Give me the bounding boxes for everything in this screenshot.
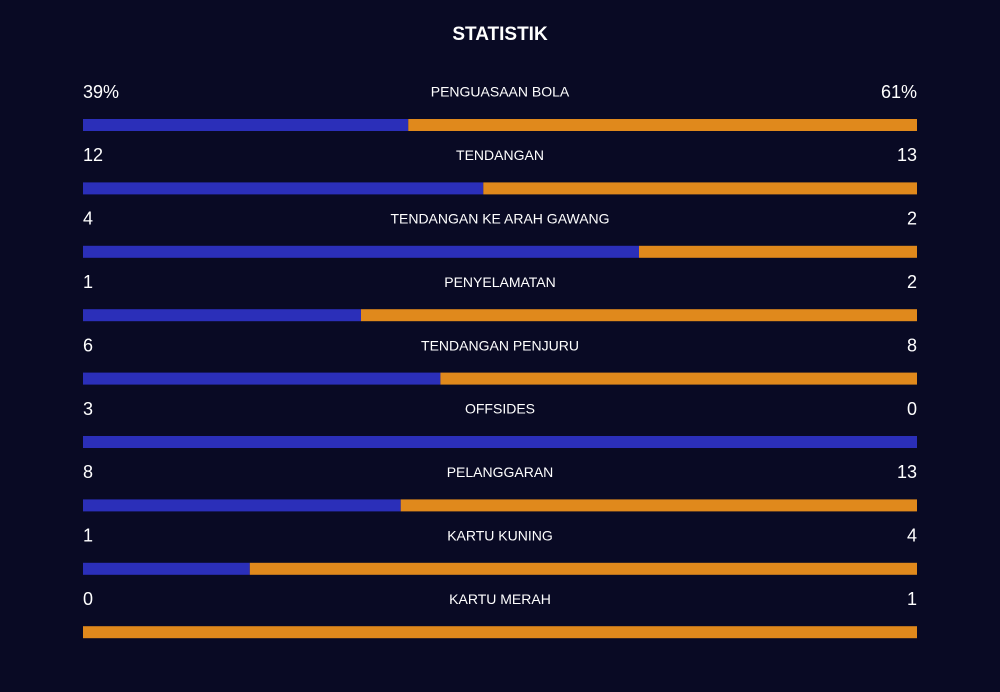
away-bar [639,245,917,258]
home-bar [83,182,484,195]
home-value: 1 [83,272,93,292]
away-bar [249,562,918,575]
stat-label: TENDANGAN PENJURU [421,337,579,353]
away-bar [440,372,917,385]
home-bar [83,499,401,512]
away-value: 0 [907,399,917,419]
home-value: 12 [83,145,103,165]
home-bar [83,436,917,448]
away-value: 8 [907,335,917,355]
stat-label: KARTU MERAH [449,591,551,607]
away-value: 2 [907,209,917,229]
home-value: 1 [83,526,93,546]
stat-label: PENYELAMATAN [444,274,556,290]
stat-label: TENDANGAN KE ARAH GAWANG [390,211,609,227]
stat-label: OFFSIDES [465,401,535,417]
home-value: 39% [83,82,119,102]
home-value: 0 [83,589,93,609]
home-bar [83,309,361,322]
away-value: 2 [907,272,917,292]
away-bar [483,182,917,195]
away-bar [83,626,917,639]
title: STATISTIK [452,24,548,45]
stat-label: PENGUASAAN BOLA [431,84,570,100]
stat-label: TENDANGAN [456,147,544,163]
stat-label: KARTU KUNING [447,528,553,544]
away-bar [408,119,917,131]
away-value: 1 [907,589,917,609]
home-bar [83,119,409,131]
home-value: 4 [83,209,93,229]
stat-label: PELANGGARAN [447,464,554,480]
home-value: 3 [83,399,93,419]
home-bar [83,372,441,385]
home-bar [83,562,250,575]
away-value: 4 [907,526,917,546]
away-value: 13 [897,462,917,482]
home-value: 6 [83,335,93,355]
away-value: 61% [881,82,917,102]
home-value: 8 [83,462,93,482]
away-value: 13 [897,145,917,165]
away-bar [361,309,917,322]
home-bar [83,245,639,258]
away-bar [400,499,917,512]
